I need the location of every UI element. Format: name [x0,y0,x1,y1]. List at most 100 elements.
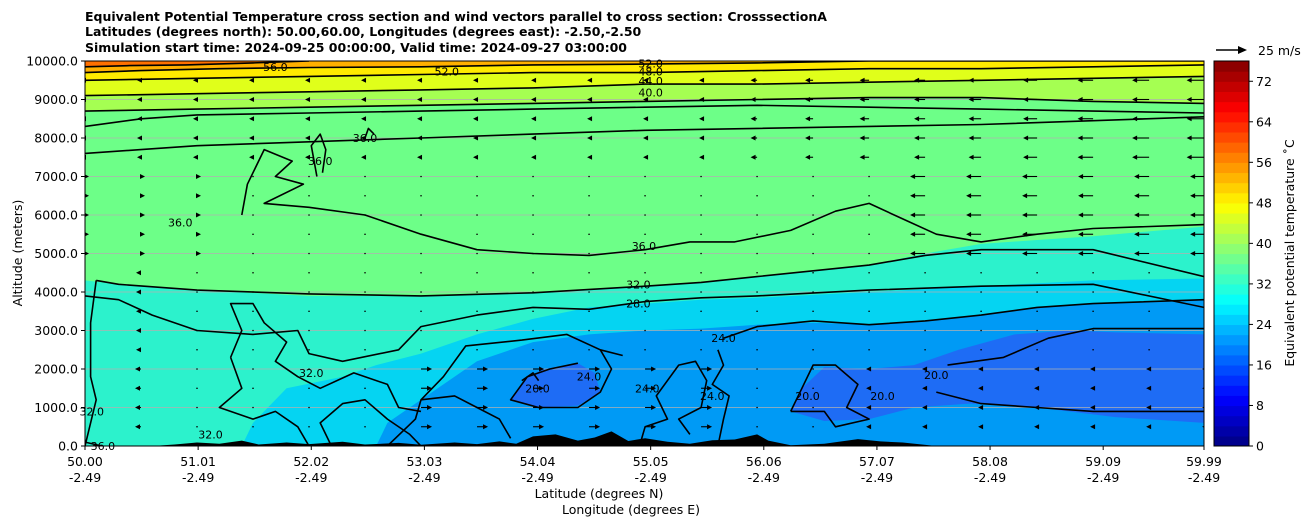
wind-vector-dot [532,233,534,236]
wind-vector-head [707,385,713,391]
wind-vector-head [859,77,865,83]
wind-vector-dot [476,233,478,236]
wind-vector-dot [308,291,310,293]
title-line-2: Latitudes (degrees north): 50.00,60.00, … [85,24,642,39]
wind-vector-dot [756,175,758,178]
wind-vector-head [1186,116,1192,122]
wind-vector-dot [196,291,198,293]
colorbar-block [1214,263,1249,275]
wind-vector-head [1190,231,1196,237]
wind-vector-head [914,77,920,83]
wind-vector-head [196,251,202,256]
wind-vector-dot [588,233,590,236]
wind-vector-head [707,366,713,372]
wind-vector-head [587,77,593,83]
wind-vector-dot [308,387,310,390]
contour-label-8: 36.0 [168,217,193,230]
wind-vector-head [136,308,142,314]
colorbar-block [1214,385,1249,396]
colorbar-block [1214,233,1249,244]
wind-vector-head [539,385,545,391]
wind-vector-head [80,270,85,275]
wind-vector-head [978,405,984,410]
wind-vector-dot [812,175,814,178]
wind-vector-head [805,77,811,83]
contour-line-12 [85,280,97,446]
wind-vector-head [1186,135,1192,141]
wind-vector-head [193,154,199,160]
wind-vector-dot [364,406,366,409]
wind-vector-head [1146,424,1152,430]
wind-vector-head [1023,116,1029,122]
y-axis-label: Altitude (meters) [10,200,25,307]
wind-vector-head [1023,154,1029,160]
wind-vector-dot [644,252,646,255]
wind-vectors [79,77,1204,430]
colorbar-tick-label: 24 [1256,317,1272,332]
wind-vector-head [866,385,872,391]
wind-vector-head [193,77,199,83]
wind-vector-head [1146,366,1152,372]
wind-vector-dot [588,175,590,178]
wind-vector-dot [1036,329,1038,332]
quiver-key-label: 25 m/s [1258,43,1301,58]
contour-line-20 [638,360,708,446]
contour-line-22 [711,349,730,446]
colorbar-block [1214,425,1249,437]
wind-vector-dot [364,233,366,236]
wind-vector-head [79,386,84,391]
wind-vector-head [595,424,601,430]
wind-vector-dot [196,406,198,409]
wind-vector-dot [420,194,422,197]
wind-vector-head [193,97,199,102]
contour-label-17: 24.0 [577,371,602,384]
wind-vector-head [968,77,974,83]
contour-line-13 [229,302,422,413]
wind-vector-dot [308,348,310,351]
wind-vector-head [1078,174,1084,179]
wind-vector-dot [588,194,590,197]
x-tick-label-lat: 59.09 [1085,454,1121,469]
contour-line-0 [85,104,1204,128]
wind-vector-dot [868,291,870,293]
wind-vector-dot [868,214,870,216]
wind-vector-head [1090,424,1096,430]
wind-vector-dot [812,252,814,255]
wind-vector-dot [364,252,366,255]
y-tick-label: 3000.0 [34,323,78,338]
wind-vector-head [595,385,601,391]
colorbar-block [1214,354,1249,366]
wind-vector-head [1034,405,1040,410]
wind-vector-dot [308,329,310,332]
wind-vector-head [1077,97,1083,102]
wind-vector-head [1190,193,1196,199]
contour-line-14 [218,357,310,446]
wind-vector-dot [924,329,926,332]
wind-vector-head [196,193,202,199]
y-tick-label: 9000.0 [34,92,78,107]
wind-vector-head [587,116,593,122]
wind-vector-dot [252,252,254,255]
wind-vector-head [249,135,255,141]
wind-vector-dot [812,348,814,351]
wind-vector-head [699,116,705,122]
wind-vector-head [137,116,143,122]
x-tick-label-lon: -2.49 [182,470,214,485]
wind-vector-dot [364,329,366,332]
wind-vector-dot [980,271,982,274]
wind-vector-head [978,424,984,430]
wind-vector-dot [476,310,478,313]
wind-vector-head [417,135,423,141]
contour-label-16: 20.0 [525,382,550,395]
x-tick-label-lat: 55.05 [633,454,669,469]
y-tick-label: 10000.0 [26,54,78,69]
wind-vector-dot [196,387,198,390]
wind-vector-head [966,174,972,179]
wind-vector-dot [756,271,758,274]
colorbar-block [1214,121,1249,133]
wind-vector-dot [644,271,646,274]
wind-vector-dot [980,348,982,351]
wind-vector-head [1077,77,1083,83]
colorbar-block [1214,182,1249,194]
wind-vector-dot [812,310,814,313]
